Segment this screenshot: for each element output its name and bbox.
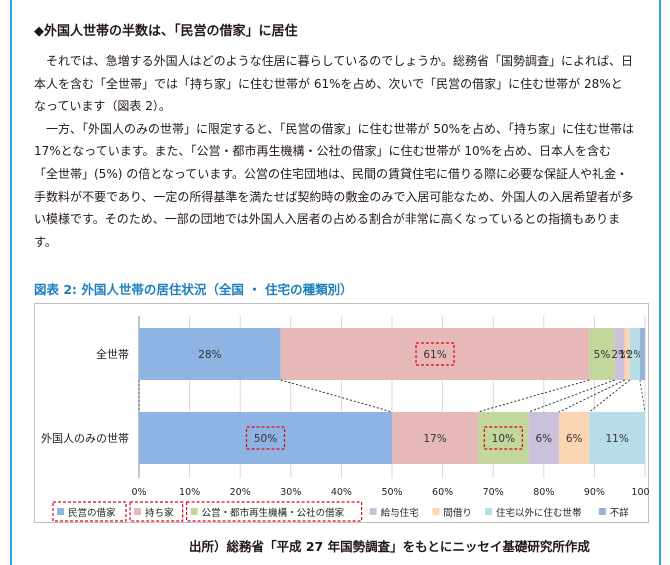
legend-swatch (190, 508, 198, 515)
data-label: 28% (198, 349, 221, 361)
left-frame-border (10, 0, 12, 565)
connector-line (280, 379, 393, 413)
x-tick-label: 40% (331, 487, 352, 498)
connector-line (528, 379, 615, 413)
legend-label: 民営の借家 (68, 507, 116, 519)
body-text: それでは、急増する外国人はどのような住居に暮らしているのでしょうか。総務省「国勢… (34, 50, 634, 253)
data-label: 2% (627, 349, 644, 361)
x-tick-label: 70% (483, 487, 504, 498)
data-label: 5% (594, 349, 611, 361)
connector-line (589, 379, 631, 413)
bar-segment (478, 412, 529, 464)
legend-swatch (57, 508, 64, 515)
data-label: 6% (535, 433, 552, 445)
legend-label: 不詳 (610, 507, 630, 519)
data-label: 2% (611, 349, 628, 361)
x-tick-label: 30% (280, 487, 301, 498)
bar-segment (558, 412, 590, 464)
x-tick-label: 50% (381, 487, 402, 498)
bar-segment (139, 328, 281, 380)
x-tick-label: 100% (631, 487, 650, 498)
connector-line (639, 379, 646, 413)
bar-segment (624, 328, 630, 380)
x-tick-label: 90% (584, 487, 605, 498)
chart-container: 0% 10% 20% 30% 40% 50% 60% 70% 80% 90% 100% 全世帯外国人の… (34, 303, 650, 523)
data-label: 17% (423, 433, 446, 445)
legend-label: 住宅以外に住む世帯 (496, 507, 582, 519)
legend-highlight-box (186, 501, 363, 522)
legend-highlight-box (52, 501, 127, 522)
legend-swatch (134, 508, 141, 515)
bar-segment (629, 328, 640, 380)
bar-segment (392, 412, 479, 464)
paragraph-2: 一方、「外国人のみの世帯」に限定すると、「民営の借家」に住む世帯が 50%を占め… (34, 121, 635, 249)
section-heading: ◆外国人世帯の半数は、「民営の借家」に居住 (34, 24, 298, 39)
legend-swatch (485, 508, 492, 515)
legend-label: 持ち家 (145, 507, 174, 519)
data-label: 11% (605, 433, 628, 445)
figure-caption: 図表 2: 外国人世帯の居住状況（全国 ・ 住宅の種類別） (34, 282, 353, 297)
paragraph-1: それでは、急増する外国人はどのような住居に暮らしているのでしょうか。総務省「国勢… (34, 54, 634, 114)
x-tick-label: 0% (131, 487, 146, 498)
connector-line (558, 379, 625, 413)
bar-segment (614, 328, 625, 380)
category-label: 全世帯 (96, 347, 129, 361)
connector-line (477, 379, 590, 413)
x-tick-label: 60% (432, 487, 453, 498)
legend-swatch (369, 508, 377, 515)
bar-segment (639, 328, 645, 380)
x-tick-label: 80% (533, 487, 554, 498)
category-label: 外国人のみの世帯 (41, 432, 129, 445)
data-label: 6% (566, 433, 583, 445)
bar-segment (589, 328, 615, 380)
right-frame-border (659, 0, 661, 565)
bar-segment (528, 412, 559, 464)
x-tick-label: 20% (230, 487, 251, 498)
legend-highlight-box (129, 501, 184, 522)
legend-label: 公営・都市再生機構・公社の借家 (202, 507, 345, 519)
x-tick-label: 10% (179, 487, 200, 498)
legend-label: 間借り (443, 507, 472, 519)
legend-swatch (598, 508, 606, 515)
data-label: 50% (254, 433, 277, 445)
bar-segment (589, 412, 645, 464)
data-label: 61% (423, 349, 446, 361)
legend-swatch (432, 508, 440, 515)
legend-label: 給与住宅 (381, 507, 419, 519)
bar-segment (139, 412, 392, 464)
source-note: 出所）総務省「平成 27 年国勢調査」をもとにニッセイ基礎研究所作成 (189, 539, 590, 554)
stacked-bar-chart: 0% 10% 20% 30% 40% 50% 60% 70% 80% 90% 100% 全世帯外国人の… (41, 316, 650, 522)
bar-segment (280, 328, 590, 380)
data-label: 10% (492, 433, 515, 445)
